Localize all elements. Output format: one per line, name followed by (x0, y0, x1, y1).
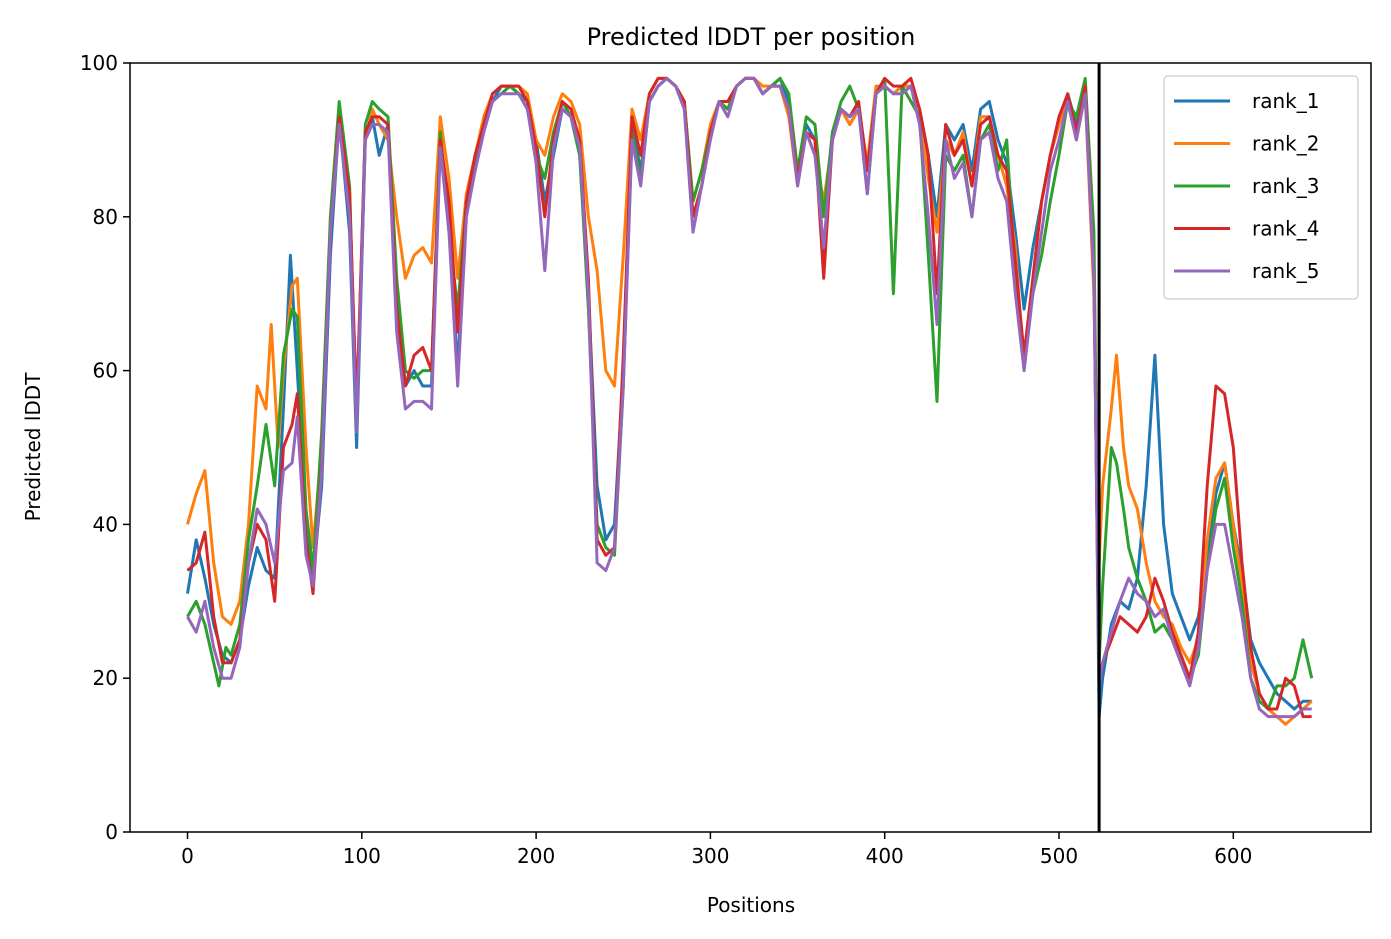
legend-box (1163, 75, 1359, 300)
x-tick-label: 100 (343, 844, 381, 868)
y-axis-title: Predicted lDDT (21, 372, 45, 522)
legend-label: rank_5 (1252, 259, 1319, 283)
legend-label: rank_4 (1252, 217, 1319, 241)
chart-title: Predicted lDDT per position (587, 23, 916, 51)
x-axis-title: Positions (707, 893, 795, 917)
y-tick-label: 20 (93, 666, 118, 690)
x-tick-label: 400 (866, 844, 904, 868)
x-tick-label: 600 (1214, 844, 1252, 868)
series-line-rank-5 (186, 76, 1312, 719)
y-tick-label: 0 (105, 820, 118, 844)
y-tick-label: 100 (80, 51, 118, 75)
plot-frame (129, 62, 1372, 833)
legend-label: rank_2 (1252, 132, 1319, 156)
series-lines (186, 76, 1314, 726)
y-axis-ticks: 0 20 40 60 80 100 (80, 51, 130, 844)
x-axis-ticks: 0 100 200 300 400 500 600 (181, 832, 1252, 868)
x-tick-label: 200 (517, 844, 555, 868)
x-tick-label: 0 (181, 844, 194, 868)
x-tick-label: 300 (691, 844, 729, 868)
y-tick-label: 80 (93, 205, 118, 229)
x-tick-label: 500 (1040, 844, 1078, 868)
y-tick-label: 40 (93, 512, 118, 536)
y-tick-label: 60 (93, 359, 118, 383)
legend: rank_1 rank_2 rank_3 rank_4 rank_5 (1163, 75, 1359, 300)
legend-label: rank_1 (1252, 89, 1319, 113)
legend-label: rank_3 (1252, 174, 1319, 198)
